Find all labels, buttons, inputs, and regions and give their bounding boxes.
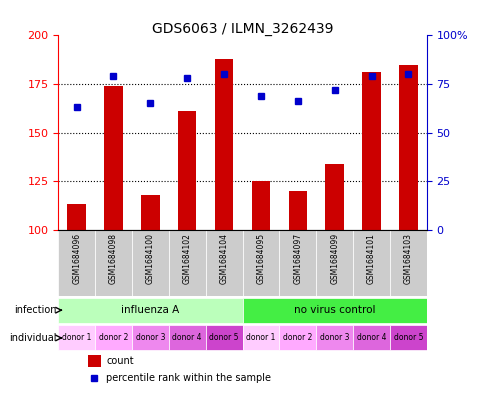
FancyBboxPatch shape: [279, 325, 316, 351]
FancyBboxPatch shape: [389, 325, 426, 351]
Bar: [178, 111, 196, 230]
Bar: [398, 64, 417, 230]
Text: individual: individual: [9, 333, 56, 343]
Text: infection: infection: [14, 305, 56, 315]
Text: no virus control: no virus control: [293, 305, 375, 315]
Bar: [214, 59, 233, 230]
Bar: [67, 204, 86, 230]
Text: GSM1684097: GSM1684097: [293, 233, 302, 284]
FancyBboxPatch shape: [95, 325, 132, 351]
Text: donor 3: donor 3: [319, 333, 348, 342]
FancyBboxPatch shape: [242, 230, 279, 296]
Bar: [362, 72, 380, 230]
Text: donor 1: donor 1: [62, 333, 91, 342]
Text: GSM1684096: GSM1684096: [72, 233, 81, 284]
FancyBboxPatch shape: [352, 325, 389, 351]
FancyBboxPatch shape: [316, 325, 352, 351]
Text: donor 4: donor 4: [356, 333, 385, 342]
FancyBboxPatch shape: [205, 230, 242, 296]
Text: GSM1684098: GSM1684098: [109, 233, 118, 284]
Text: influenza A: influenza A: [121, 305, 179, 315]
FancyBboxPatch shape: [205, 325, 242, 351]
Bar: [104, 86, 122, 230]
Text: donor 1: donor 1: [246, 333, 275, 342]
FancyBboxPatch shape: [168, 230, 205, 296]
FancyBboxPatch shape: [95, 230, 132, 296]
Text: percentile rank within the sample: percentile rank within the sample: [106, 373, 271, 383]
FancyBboxPatch shape: [132, 325, 168, 351]
FancyBboxPatch shape: [58, 325, 95, 351]
Text: GSM1684099: GSM1684099: [330, 233, 338, 284]
Text: GSM1684101: GSM1684101: [366, 233, 375, 284]
Text: GDS6063 / ILMN_3262439: GDS6063 / ILMN_3262439: [151, 22, 333, 36]
Bar: [288, 191, 306, 230]
Bar: [88, 355, 100, 367]
Text: GSM1684104: GSM1684104: [219, 233, 228, 284]
FancyBboxPatch shape: [58, 230, 95, 296]
FancyBboxPatch shape: [352, 230, 389, 296]
FancyBboxPatch shape: [389, 230, 426, 296]
Text: GSM1684103: GSM1684103: [403, 233, 412, 284]
Text: count: count: [106, 356, 134, 366]
FancyBboxPatch shape: [58, 298, 242, 323]
FancyBboxPatch shape: [316, 230, 352, 296]
Text: GSM1684100: GSM1684100: [146, 233, 154, 284]
Bar: [141, 195, 159, 230]
FancyBboxPatch shape: [242, 298, 426, 323]
FancyBboxPatch shape: [132, 230, 168, 296]
Bar: [251, 181, 270, 230]
Bar: [325, 163, 343, 230]
Text: donor 2: donor 2: [99, 333, 128, 342]
Text: donor 3: donor 3: [136, 333, 165, 342]
FancyBboxPatch shape: [242, 325, 279, 351]
Text: donor 2: donor 2: [283, 333, 312, 342]
Text: donor 5: donor 5: [393, 333, 422, 342]
Text: GSM1684102: GSM1684102: [182, 233, 191, 284]
Text: donor 4: donor 4: [172, 333, 201, 342]
Text: GSM1684095: GSM1684095: [256, 233, 265, 284]
FancyBboxPatch shape: [168, 325, 205, 351]
Text: donor 5: donor 5: [209, 333, 238, 342]
FancyBboxPatch shape: [279, 230, 316, 296]
